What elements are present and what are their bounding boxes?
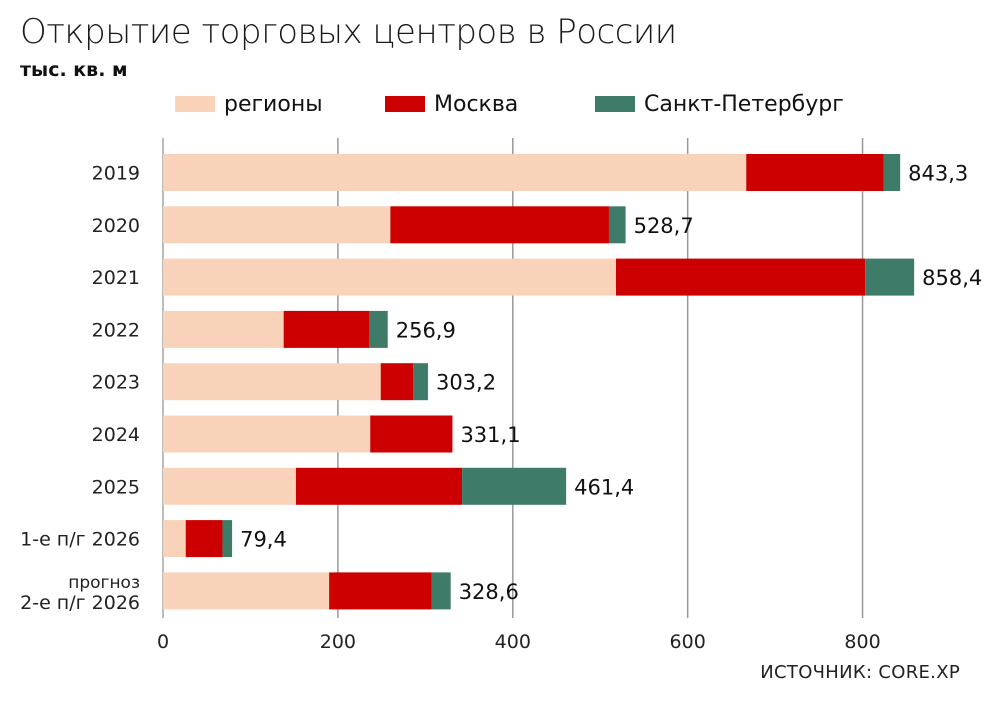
category-label: 1-е п/г 2026 bbox=[20, 529, 140, 551]
total-label: 528,7 bbox=[634, 214, 694, 238]
legend-label-regions: регионы bbox=[224, 92, 323, 117]
bar-segment-moscow bbox=[295, 467, 463, 505]
bar-segment-regions bbox=[163, 310, 284, 348]
bar-segment-moscow bbox=[329, 572, 432, 610]
x-tick-label: 800 bbox=[844, 631, 880, 653]
bar-segment-regions bbox=[163, 363, 381, 401]
bar-segment-spb bbox=[608, 206, 626, 244]
bar-segment-regions bbox=[163, 258, 616, 296]
x-axis-ticks: 0 200 400 600 800 bbox=[157, 631, 881, 653]
legend-swatch-regions bbox=[175, 96, 215, 112]
category-labels: 2019 2020 2021 2022 2023 2024 2025 1-е п/г 2026… bbox=[20, 163, 140, 614]
bars bbox=[163, 154, 915, 610]
category-label: 2019 bbox=[92, 163, 140, 185]
total-label: 79,4 bbox=[240, 528, 287, 552]
bar-segment-spb bbox=[865, 258, 915, 296]
legend-swatch-spb bbox=[595, 96, 635, 112]
source-note: ИСТОЧНИК: CORE.XP bbox=[760, 662, 960, 683]
chart-title: Открытие торговых центров в России bbox=[20, 12, 677, 52]
total-label: 858,4 bbox=[922, 266, 982, 290]
total-label: 461,4 bbox=[574, 475, 634, 499]
total-label: 328,6 bbox=[459, 580, 519, 604]
category-label: 2020 bbox=[92, 215, 140, 237]
bar-segment-regions bbox=[163, 572, 330, 610]
total-label: 331,1 bbox=[460, 423, 520, 447]
bar-segment-regions bbox=[163, 154, 747, 191]
bar-segment-spb bbox=[431, 572, 451, 610]
bar-segment-moscow bbox=[390, 206, 609, 244]
category-label: 2022 bbox=[92, 319, 140, 341]
bar-segment-spb bbox=[369, 310, 388, 348]
category-label: прогноз 2-е п/г 2026 bbox=[20, 573, 140, 614]
total-label: 256,9 bbox=[396, 318, 456, 342]
bar-segment-regions bbox=[163, 520, 186, 558]
bar-segment-moscow bbox=[746, 154, 884, 191]
total-label: 843,3 bbox=[908, 162, 968, 186]
bar-segment-spb bbox=[413, 363, 428, 401]
category-label: 2021 bbox=[92, 267, 140, 289]
bar-segment-regions bbox=[163, 206, 391, 244]
category-label: 2025 bbox=[92, 476, 140, 498]
total-labels: 843,3 528,7 858,4 256,9 303,2 331,1 461,4 79,4 3… bbox=[240, 162, 982, 604]
category-label: 2024 bbox=[92, 424, 140, 446]
legend-label-spb: Санкт-Петербург bbox=[644, 92, 844, 117]
x-tick-label: 200 bbox=[320, 631, 356, 653]
bar-segment-spb bbox=[883, 154, 901, 191]
legend-swatch-moscow bbox=[385, 96, 425, 112]
x-tick-label: 0 bbox=[157, 631, 169, 653]
bar-segment-spb bbox=[222, 520, 233, 558]
legend-label-moscow: Москва bbox=[434, 92, 518, 117]
bar-segment-spb bbox=[462, 467, 567, 505]
bar-segment-moscow bbox=[370, 415, 453, 453]
total-label: 303,2 bbox=[436, 371, 496, 395]
category-label: 2023 bbox=[92, 372, 140, 394]
bar-segment-moscow bbox=[615, 258, 866, 296]
x-tick-label: 600 bbox=[670, 631, 706, 653]
chart-subtitle: тыс. кв. м bbox=[20, 59, 128, 81]
bar-segment-moscow bbox=[283, 310, 370, 348]
bar-segment-moscow bbox=[185, 520, 223, 558]
bar-segment-regions bbox=[163, 467, 296, 505]
bar-segment-regions bbox=[163, 415, 371, 453]
bar-segment-moscow bbox=[380, 363, 414, 401]
legend: регионы Москва Санкт-Петербург bbox=[175, 92, 844, 117]
x-tick-label: 400 bbox=[495, 631, 531, 653]
